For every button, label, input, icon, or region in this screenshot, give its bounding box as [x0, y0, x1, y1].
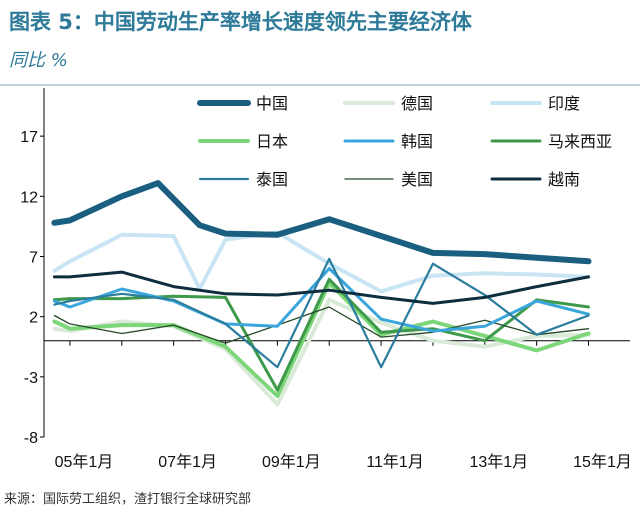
x-tick-label: 07年1月	[158, 453, 217, 471]
legend-label: 泰国	[256, 170, 288, 189]
series-line	[52, 270, 590, 305]
y-tick-label: 2	[29, 310, 38, 327]
legend-label: 马来西亚	[548, 132, 612, 151]
y-tick-label: -3	[24, 370, 38, 387]
y-tick-label: 7	[29, 249, 38, 266]
legend-label: 德国	[401, 94, 433, 113]
legend-label: 美国	[401, 170, 433, 189]
series-line	[53, 257, 590, 369]
legend-label: 中国	[256, 94, 288, 113]
x-tick-label: 13年1月	[469, 453, 528, 471]
series-line	[52, 297, 591, 407]
legend-label: 韩国	[401, 132, 433, 151]
y-tick-label: 17	[20, 129, 38, 146]
x-tick-label: 15年1月	[573, 453, 632, 471]
legend-label: 越南	[548, 170, 580, 189]
x-tick-label: 05年1月	[55, 453, 114, 471]
y-tick-label: 12	[20, 189, 38, 206]
series-line	[51, 180, 592, 265]
legend-label: 日本	[256, 132, 288, 151]
source-note: 来源：国际劳工组织，渣打银行全球研究部	[4, 492, 252, 507]
series-line	[52, 277, 590, 392]
chart-subtitle: 同比 %	[9, 50, 68, 71]
series-line	[52, 281, 591, 399]
x-tick-label: 09年1月	[262, 453, 321, 471]
series-line	[52, 230, 591, 294]
title-divider	[0, 84, 640, 86]
x-tick-label: 11年1月	[366, 453, 424, 471]
y-tick-label: -8	[24, 430, 38, 447]
chart-title: 图表 5：中国劳动生产率增长速度领先主要经济体	[9, 10, 472, 34]
series-line	[52, 267, 590, 333]
legend-label: 印度	[548, 94, 580, 113]
